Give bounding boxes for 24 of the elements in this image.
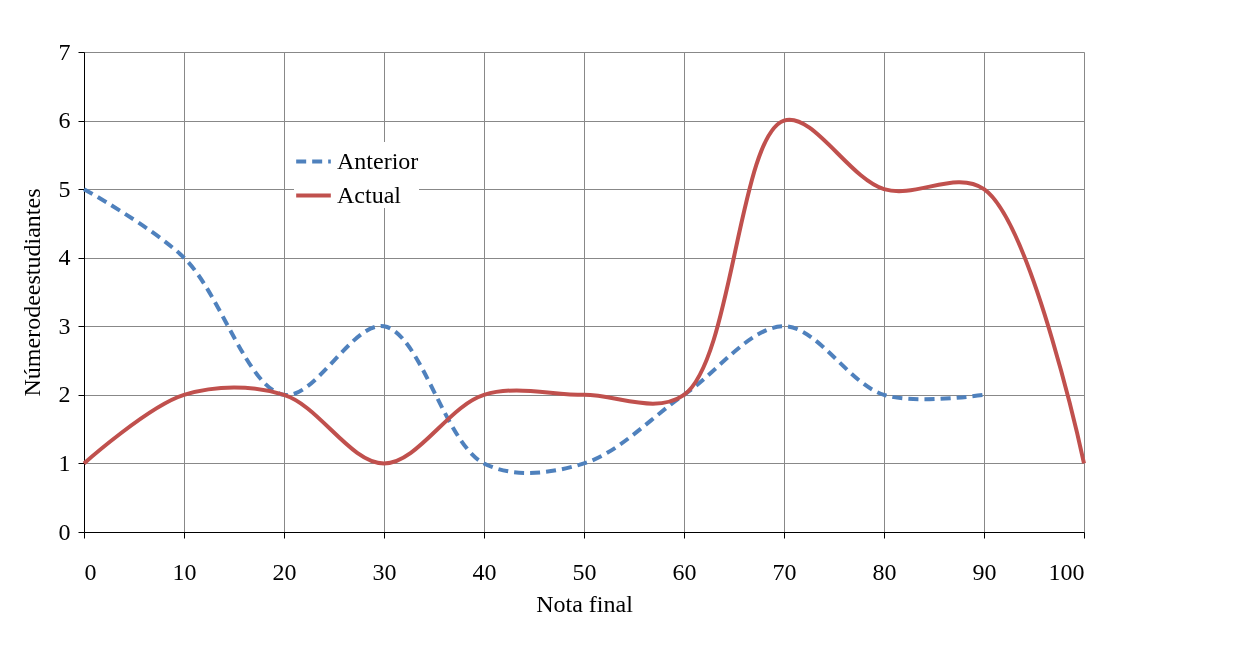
x-tick-label: 20 <box>272 558 297 585</box>
y-tick-label: 5 <box>58 175 71 202</box>
x-tick-label: 100 <box>1048 558 1085 585</box>
x-tick-label: 80 <box>872 558 897 585</box>
y-tick-label: 1 <box>58 449 71 476</box>
x-tick-label: 70 <box>772 558 797 585</box>
x-tick-label: 90 <box>972 558 997 585</box>
y-tick-label: 2 <box>58 381 71 408</box>
x-tick-label: 30 <box>372 558 397 585</box>
x-tick-label: 10 <box>172 558 197 585</box>
x-tick-label: 60 <box>672 558 697 585</box>
legend-label: Actual <box>337 181 402 208</box>
x-axis-title: Nota final <box>536 590 634 617</box>
x-tick-label: 0 <box>84 558 97 585</box>
y-tick-label: 7 <box>58 38 71 65</box>
y-tick-label: 4 <box>58 244 71 271</box>
line-series <box>82 118 1086 466</box>
x-tick-label: 50 <box>572 558 597 585</box>
y-tick-label: 3 <box>58 312 71 339</box>
legend-label: Anterior <box>337 147 419 174</box>
y-tick-label: 0 <box>58 518 71 545</box>
y-axis-title: Númerodeestudiantes <box>18 188 45 397</box>
x-tick-label: 40 <box>472 558 497 585</box>
y-tick-label: 6 <box>58 107 71 134</box>
